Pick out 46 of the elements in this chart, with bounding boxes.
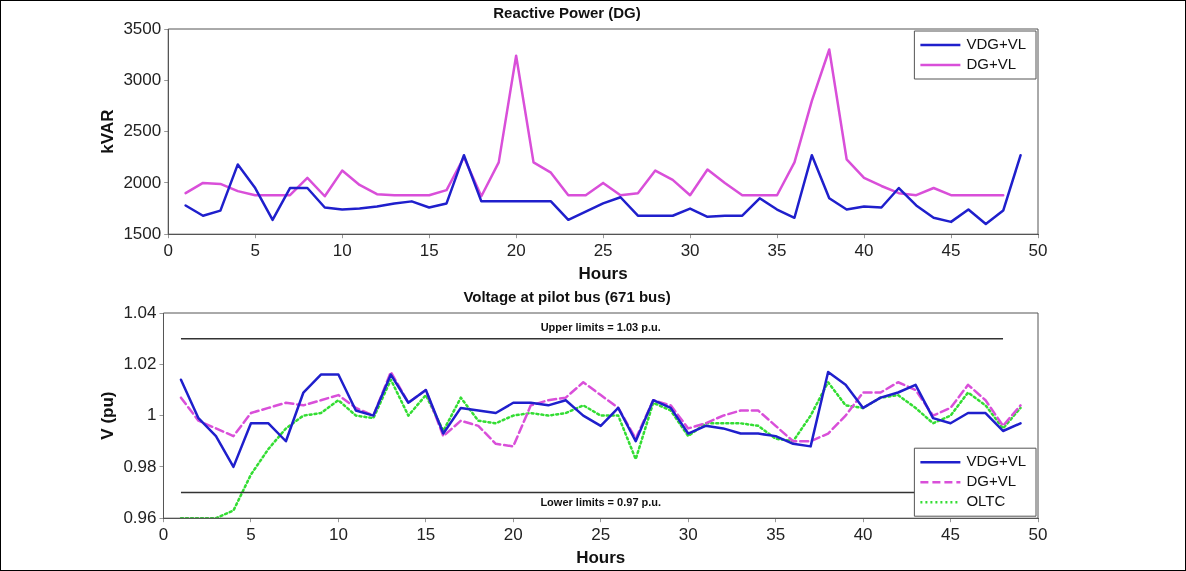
x-tick-label: 45 <box>941 525 961 545</box>
x-tick-label: 0 <box>163 241 173 261</box>
legend-label: DG+VL <box>966 55 1016 73</box>
x-tick-label: 0 <box>158 525 169 545</box>
x-tick-label: 30 <box>678 525 698 545</box>
ref-line-label: Lower limits = 0.97 p.u. <box>540 496 662 509</box>
x-tick-label: 40 <box>853 525 873 545</box>
x-tick-label: 10 <box>328 525 348 545</box>
legend-label: DG+VL <box>966 472 1016 490</box>
x-axis-title: Hours <box>578 264 628 284</box>
legend-label: OLTC <box>966 492 1006 510</box>
legend-label: VDG+VL <box>966 35 1027 53</box>
y-tick-label: 3500 <box>123 18 162 38</box>
y-tick-label: 2500 <box>123 121 162 141</box>
ref-line-label: Upper limits = 1.03 p.u. <box>540 321 661 334</box>
x-tick-label: 20 <box>506 241 526 261</box>
x-tick-label: 40 <box>854 241 874 261</box>
x-tick-label: 50 <box>1028 241 1048 261</box>
x-tick-label: 45 <box>941 241 961 261</box>
x-tick-label: 25 <box>593 241 613 261</box>
y-tick-label: 1.02 <box>123 353 157 373</box>
x-axis-title: Hours <box>576 548 626 568</box>
x-tick-label: 10 <box>332 241 352 261</box>
y-axis-title: V (pu) <box>97 391 117 440</box>
x-tick-label: 5 <box>250 241 260 261</box>
x-tick-label: 5 <box>246 525 256 545</box>
y-tick-label: 1500 <box>123 223 162 243</box>
y-tick-label: 1.04 <box>123 302 157 322</box>
y-tick-label: 0.96 <box>123 507 157 527</box>
chart-title: Voltage at pilot bus (671 bus) <box>463 288 671 306</box>
line-series <box>179 370 1022 448</box>
legend-label: VDG+VL <box>966 452 1027 470</box>
chart-title: Reactive Power (DG) <box>493 4 641 22</box>
y-axis-title: kVAR <box>97 109 117 154</box>
x-tick-label: 15 <box>416 525 436 545</box>
x-tick-label: 20 <box>503 525 523 545</box>
x-tick-label: 50 <box>1028 525 1048 545</box>
y-tick-label: 1 <box>147 405 157 425</box>
x-tick-label: 35 <box>766 525 786 545</box>
y-tick-label: 3000 <box>123 69 162 89</box>
x-tick-label: 15 <box>419 241 439 261</box>
y-tick-label: 0.98 <box>123 456 157 476</box>
x-tick-label: 35 <box>767 241 787 261</box>
x-tick-label: 30 <box>680 241 700 261</box>
y-tick-label: 2000 <box>123 172 162 192</box>
x-tick-label: 25 <box>591 525 611 545</box>
